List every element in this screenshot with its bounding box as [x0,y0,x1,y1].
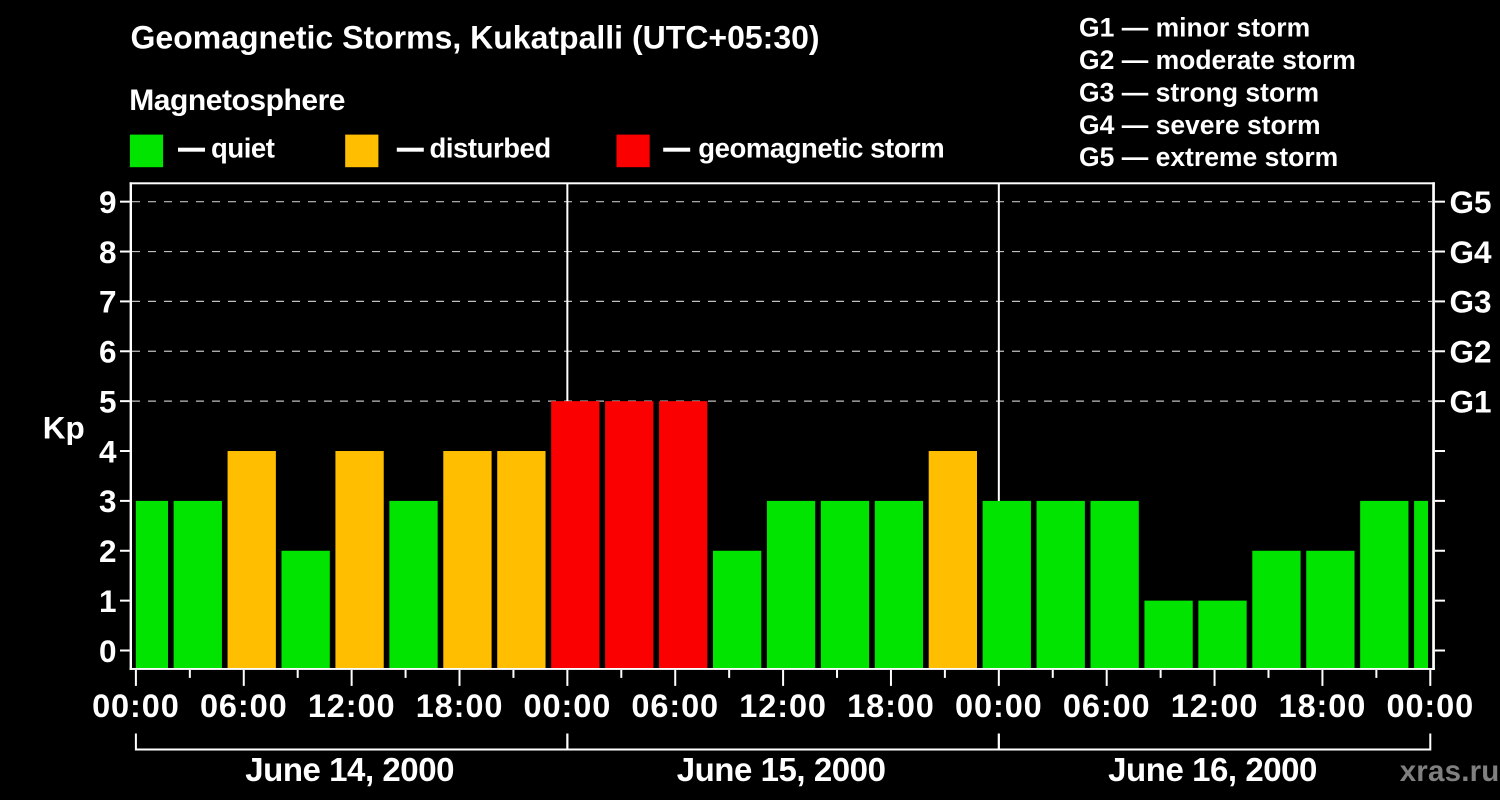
svg-text:18:00: 18:00 [1279,688,1367,724]
svg-text:G4 — severe storm: G4 — severe storm [1079,110,1321,140]
svg-text:G4: G4 [1450,234,1493,270]
svg-text:Kp: Kp [43,409,85,445]
svg-text:8: 8 [99,234,117,270]
svg-text:Geomagnetic Storms, Kukatpalli: Geomagnetic Storms, Kukatpalli (UTC+05:3… [131,20,820,56]
svg-text:G1: G1 [1450,383,1492,419]
svg-text:12:00: 12:00 [1171,688,1259,724]
svg-text:4: 4 [99,433,117,469]
svg-text:12:00: 12:00 [739,688,827,724]
svg-text:2: 2 [99,533,117,569]
svg-text:3: 3 [99,483,117,519]
svg-text:G5 — extreme storm: G5 — extreme storm [1079,142,1338,172]
svg-text:00:00: 00:00 [955,688,1043,724]
svg-text:G3 — strong storm: G3 — strong storm [1079,77,1319,107]
svg-text:06:00: 06:00 [631,688,719,724]
svg-text:1: 1 [99,583,117,619]
svg-text:06:00: 06:00 [1063,688,1151,724]
svg-text:disturbed: disturbed [430,133,551,164]
svg-text:12:00: 12:00 [308,688,396,724]
svg-text:G1 — minor storm: G1 — minor storm [1079,13,1310,43]
svg-text:geomagnetic storm: geomagnetic storm [698,133,944,164]
svg-text:xras.ru: xras.ru [1400,755,1500,788]
svg-text:June 16, 2000: June 16, 2000 [1108,751,1317,788]
svg-text:6: 6 [99,334,117,370]
svg-text:06:00: 06:00 [200,688,288,724]
svg-text:00:00: 00:00 [524,688,612,724]
svg-text:G3: G3 [1450,284,1492,320]
svg-text:June 14, 2000: June 14, 2000 [245,751,454,788]
svg-text:0: 0 [99,633,117,669]
svg-text:18:00: 18:00 [847,688,935,724]
svg-text:quiet: quiet [211,133,275,164]
svg-text:G2 — moderate storm: G2 — moderate storm [1079,45,1356,75]
svg-text:18:00: 18:00 [416,688,504,724]
svg-text:00:00: 00:00 [92,688,180,724]
svg-text:Magnetosphere: Magnetosphere [129,84,345,117]
svg-text:7: 7 [99,284,117,320]
svg-text:June 15, 2000: June 15, 2000 [677,751,886,788]
svg-text:G2: G2 [1450,334,1492,370]
svg-text:5: 5 [99,383,117,419]
svg-text:9: 9 [99,184,117,220]
svg-text:00:00: 00:00 [1386,688,1474,724]
svg-text:G5: G5 [1450,184,1492,220]
